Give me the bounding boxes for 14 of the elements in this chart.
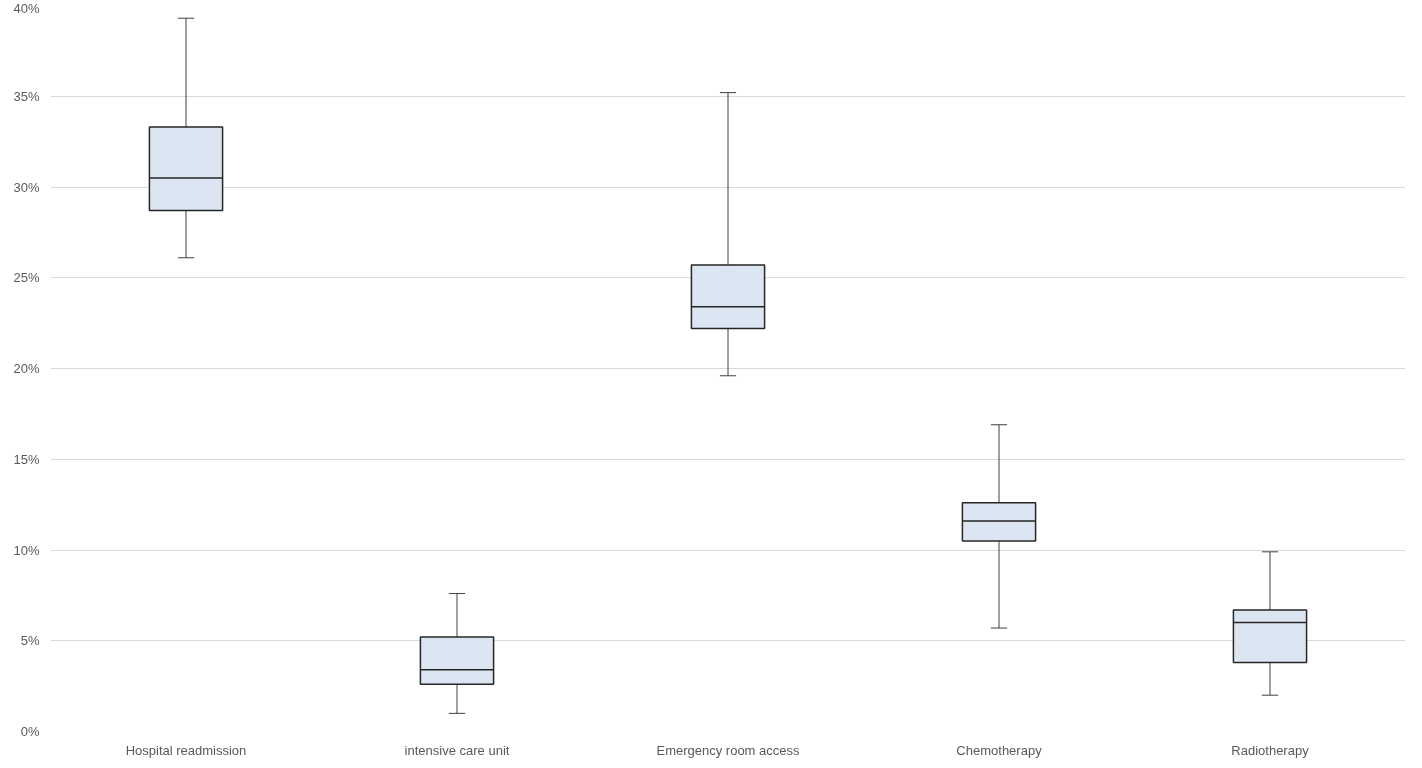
x-tick-label: intensive care unit	[404, 742, 510, 758]
x-tick-label: Radiotherapy	[1231, 742, 1310, 758]
y-tick-label: 0%	[20, 724, 40, 739]
y-tick-label: 40%	[13, 0, 40, 16]
y-tick-label: 10%	[13, 542, 40, 558]
y-tick-label: 20%	[13, 361, 40, 376]
x-tick-label: Chemotherapy	[956, 742, 1043, 758]
y-tick-label: 35%	[13, 88, 40, 104]
x-tick-label: Hospital readmission	[125, 742, 247, 758]
x-tick-label: Emergency room access	[656, 742, 801, 758]
y-tick-label: 5%	[20, 633, 40, 649]
y-tick-label: 25%	[13, 270, 40, 286]
y-tick-label: 30%	[13, 179, 40, 195]
y-tick-label: 15%	[13, 451, 40, 467]
